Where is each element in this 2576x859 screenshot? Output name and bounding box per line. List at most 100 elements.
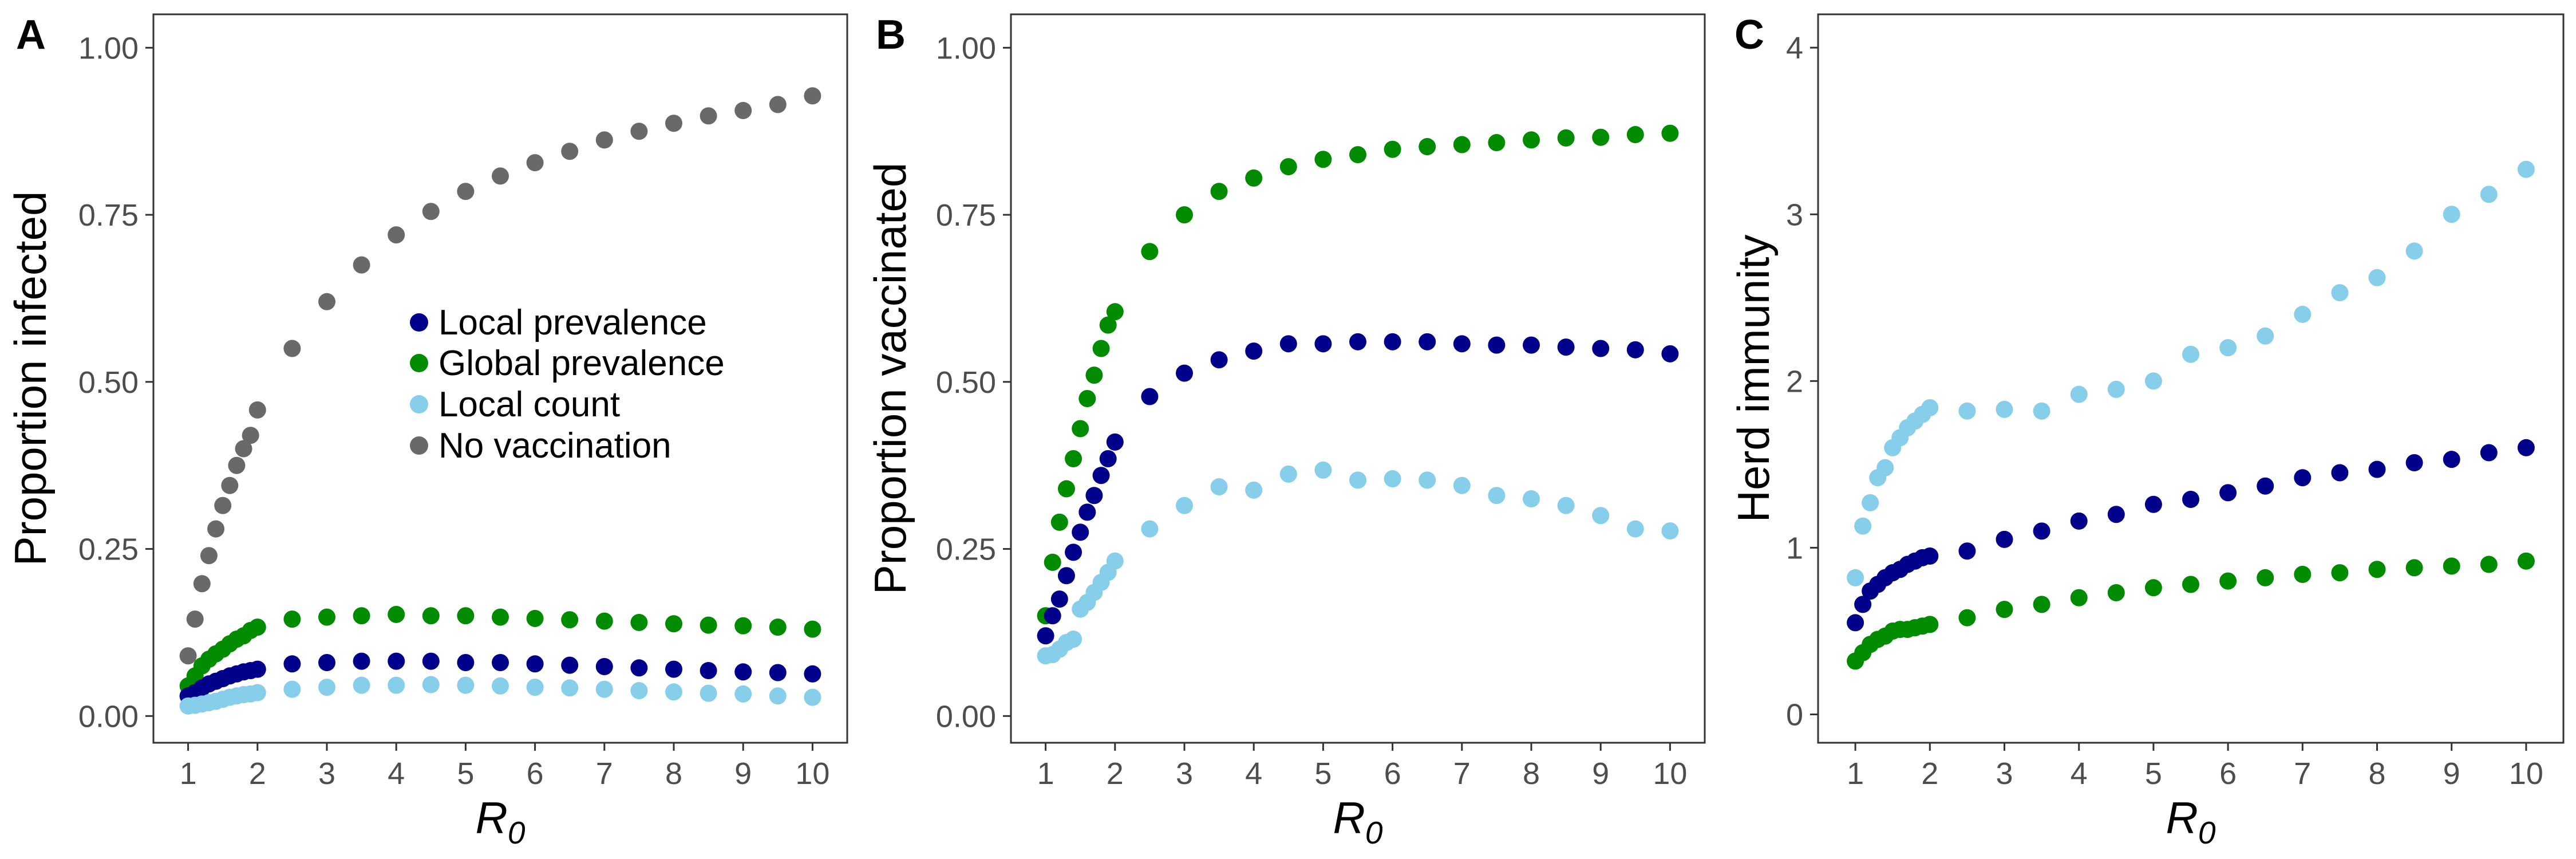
x-tick-label-c-3: 4 (2071, 756, 2088, 791)
point-b-local-prevalence-1 (1044, 607, 1061, 625)
x-axis-title-c-sub: 0 (2198, 815, 2216, 850)
point-a-local-prevalence-21 (630, 659, 648, 677)
point-c-global-prevalence-14 (2070, 589, 2088, 606)
legend-marker-no-vaccination (410, 436, 428, 455)
x-axis-title-c-main: R (2166, 793, 2198, 843)
point-a-local-prevalence-24 (734, 663, 752, 681)
point-a-no-vaccination-11 (283, 340, 301, 357)
point-a-no-vaccination-10 (248, 401, 266, 419)
point-b-local-count-11 (1141, 520, 1159, 538)
point-b-global-prevalence-1 (1044, 553, 1061, 571)
point-c-local-count-12 (1996, 400, 2013, 418)
point-a-local-prevalence-16 (457, 653, 475, 671)
point-c-local-count-10 (1921, 399, 1939, 416)
point-a-local-prevalence-18 (526, 655, 544, 673)
point-a-no-vaccination-19 (561, 143, 579, 160)
x-tick-label-a-0: 1 (180, 756, 197, 791)
y-axis-title-b: Proportion vaccinated (865, 163, 915, 594)
x-tick-label-c-7: 8 (2368, 756, 2385, 791)
point-c-global-prevalence-10 (1921, 616, 1939, 633)
point-a-local-count-11 (283, 680, 301, 698)
x-tick-label-a-7: 8 (665, 756, 682, 791)
x-tick-label-a-6: 7 (596, 756, 613, 791)
x-tick-label-b-8: 9 (1592, 756, 1609, 791)
point-a-no-vaccination-6 (221, 476, 239, 494)
y-tick-label-c-3: 3 (1786, 198, 1803, 232)
point-a-local-prevalence-10 (248, 660, 266, 678)
point-b-global-prevalence-21 (1488, 134, 1506, 152)
point-b-local-prevalence-2 (1050, 590, 1068, 608)
point-b-global-prevalence-7 (1085, 367, 1103, 384)
point-a-global-prevalence-16 (457, 607, 475, 625)
point-a-no-vaccination-5 (214, 497, 232, 514)
legend-label-local-count: Local count (438, 385, 620, 424)
point-c-local-prevalence-15 (2107, 506, 2125, 523)
point-b-global-prevalence-15 (1279, 158, 1297, 176)
x-axis-title-c: R0 (2166, 793, 2216, 850)
point-a-no-vaccination-25 (769, 96, 787, 113)
point-c-global-prevalence-24 (2443, 557, 2460, 575)
point-a-global-prevalence-23 (700, 616, 717, 634)
x-tick-label-b-3: 4 (1245, 756, 1262, 791)
y-tick-label-a-2: 0.50 (78, 365, 139, 400)
x-tick-label-a-2: 3 (318, 756, 335, 791)
point-a-global-prevalence-22 (665, 615, 682, 633)
x-tick-label-a-8: 9 (734, 756, 752, 791)
point-a-local-prevalence-13 (353, 652, 370, 670)
point-a-local-count-14 (388, 676, 405, 694)
point-b-local-prevalence-8 (1092, 467, 1110, 484)
x-axis-title-b: R0 (1333, 793, 1383, 850)
point-a-local-count-22 (665, 683, 682, 701)
point-a-global-prevalence-19 (561, 611, 579, 629)
points-c (1847, 160, 2535, 670)
point-b-global-prevalence-6 (1078, 390, 1096, 408)
point-a-no-vaccination-22 (665, 115, 682, 132)
legend-label-global-prevalence: Global prevalence (438, 344, 725, 383)
x-tick-label-a-1: 2 (249, 756, 266, 791)
point-c-local-count-16 (2144, 372, 2162, 390)
x-tick-label-c-5: 6 (2219, 756, 2237, 791)
point-c-local-count-24 (2443, 206, 2460, 223)
point-b-local-prevalence-25 (1626, 341, 1644, 358)
y-tick-label-c-0: 0 (1786, 698, 1803, 732)
point-c-local-count-4 (1876, 459, 1894, 476)
point-a-global-prevalence-10 (248, 618, 266, 636)
point-b-local-prevalence-0 (1037, 627, 1054, 645)
point-b-local-prevalence-5 (1072, 523, 1089, 541)
point-b-local-prevalence-19 (1419, 333, 1436, 350)
y-axis-title-c: Herd immunity (1728, 235, 1779, 523)
point-a-global-prevalence-12 (318, 608, 335, 626)
y-tick-label-b-4: 1.00 (936, 31, 996, 65)
point-b-global-prevalence-11 (1141, 243, 1159, 261)
point-b-local-count-26 (1661, 522, 1679, 540)
x-tick-label-b-9: 10 (1653, 756, 1687, 791)
point-b-local-count-14 (1245, 481, 1263, 499)
point-b-local-prevalence-13 (1210, 351, 1228, 369)
point-b-global-prevalence-10 (1106, 303, 1124, 321)
point-b-local-prevalence-23 (1557, 338, 1575, 356)
point-b-local-prevalence-9 (1099, 450, 1117, 468)
point-a-local-count-24 (734, 685, 752, 703)
point-c-local-prevalence-1 (1854, 596, 1872, 613)
point-b-local-prevalence-11 (1141, 388, 1159, 405)
point-c-local-prevalence-13 (2033, 522, 2050, 540)
x-tick-label-b-5: 6 (1384, 756, 1401, 791)
point-a-no-vaccination-14 (388, 226, 405, 244)
point-b-global-prevalence-3 (1057, 480, 1075, 498)
point-a-no-vaccination-4 (207, 520, 225, 538)
x-axis-title-a: R0 (476, 793, 526, 850)
point-c-local-count-21 (2331, 284, 2349, 302)
x-tick-label-c-0: 1 (1847, 756, 1864, 791)
point-b-local-prevalence-16 (1314, 335, 1332, 353)
point-a-local-count-25 (769, 687, 787, 705)
point-c-local-count-19 (2257, 327, 2274, 345)
point-a-global-prevalence-17 (492, 608, 509, 626)
point-b-local-prevalence-15 (1279, 335, 1297, 353)
point-b-local-count-20 (1453, 476, 1471, 494)
point-b-local-count-18 (1384, 470, 1401, 488)
point-c-local-count-25 (2480, 186, 2498, 203)
point-b-local-count-15 (1279, 465, 1297, 483)
x-tick-label-b-7: 8 (1523, 756, 1540, 791)
